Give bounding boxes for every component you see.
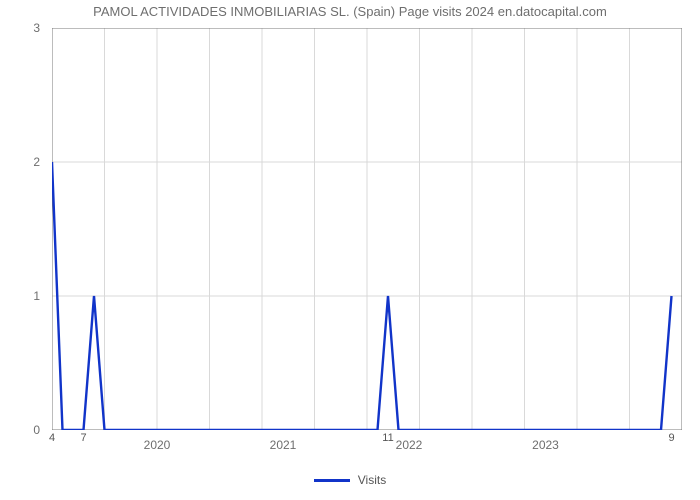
y-tick: 0: [33, 423, 40, 437]
chart-container: PAMOL ACTIVIDADES INMOBILIARIAS SL. (Spa…: [0, 0, 700, 500]
legend-label: Visits: [358, 473, 386, 487]
x-tick: 2022: [396, 438, 423, 452]
y-tick: 2: [33, 155, 40, 169]
y-tick: 1: [33, 289, 40, 303]
x-axis-ticks: 2020 2021 2022 2023: [52, 438, 682, 458]
chart-svg: [52, 28, 682, 430]
y-axis-ticks: 0123: [0, 28, 48, 430]
chart-title: PAMOL ACTIVIDADES INMOBILIARIAS SL. (Spa…: [0, 4, 700, 19]
legend-swatch: [314, 479, 350, 482]
plot-area: [52, 28, 682, 430]
legend: Visits: [0, 468, 700, 492]
x-tick: 2021: [270, 438, 297, 452]
y-tick: 3: [33, 21, 40, 35]
x-tick: 2020: [144, 438, 171, 452]
x-tick: 2023: [532, 438, 559, 452]
